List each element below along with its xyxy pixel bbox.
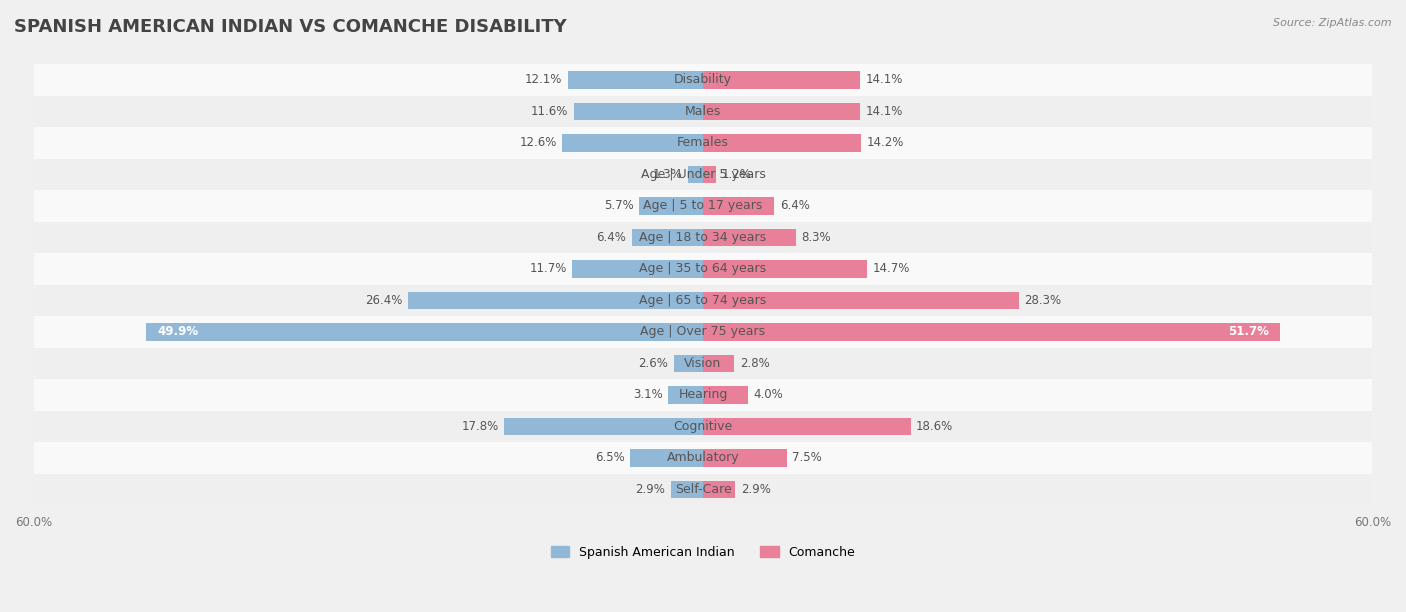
Bar — [34, 316, 1372, 348]
Text: 14.7%: 14.7% — [873, 263, 910, 275]
Text: Age | 18 to 34 years: Age | 18 to 34 years — [640, 231, 766, 244]
Text: Age | 65 to 74 years: Age | 65 to 74 years — [640, 294, 766, 307]
Bar — [34, 474, 1372, 505]
Text: 2.6%: 2.6% — [638, 357, 668, 370]
Bar — [146, 323, 703, 340]
Text: 7.5%: 7.5% — [792, 451, 823, 465]
Text: 11.7%: 11.7% — [530, 263, 567, 275]
Text: 51.7%: 51.7% — [1227, 326, 1268, 338]
Bar — [703, 197, 775, 215]
Bar — [34, 95, 1372, 127]
Bar — [703, 292, 1019, 309]
Text: 2.9%: 2.9% — [636, 483, 665, 496]
Bar — [34, 64, 1372, 95]
Bar — [703, 355, 734, 372]
Text: 49.9%: 49.9% — [157, 326, 198, 338]
Bar — [673, 355, 703, 372]
Text: 28.3%: 28.3% — [1025, 294, 1062, 307]
Bar — [34, 159, 1372, 190]
Bar — [703, 480, 735, 498]
Bar — [668, 386, 703, 403]
Bar — [671, 480, 703, 498]
Text: Self-Care: Self-Care — [675, 483, 731, 496]
Bar — [689, 166, 703, 183]
Bar — [34, 442, 1372, 474]
Bar — [34, 222, 1372, 253]
Text: 2.9%: 2.9% — [741, 483, 770, 496]
Bar — [703, 166, 717, 183]
Bar — [34, 285, 1372, 316]
Bar — [34, 348, 1372, 379]
Text: 26.4%: 26.4% — [366, 294, 404, 307]
Text: 2.8%: 2.8% — [740, 357, 769, 370]
Bar — [34, 253, 1372, 285]
Text: Age | Under 5 years: Age | Under 5 years — [641, 168, 765, 181]
Bar — [562, 134, 703, 152]
Bar — [574, 103, 703, 120]
Bar — [703, 71, 860, 89]
Text: 17.8%: 17.8% — [461, 420, 499, 433]
Bar — [34, 127, 1372, 159]
Text: 12.6%: 12.6% — [519, 136, 557, 149]
Text: 18.6%: 18.6% — [917, 420, 953, 433]
Text: SPANISH AMERICAN INDIAN VS COMANCHE DISABILITY: SPANISH AMERICAN INDIAN VS COMANCHE DISA… — [14, 18, 567, 36]
Text: Females: Females — [678, 136, 728, 149]
Bar — [640, 197, 703, 215]
Text: Males: Males — [685, 105, 721, 118]
Bar — [631, 229, 703, 246]
Text: Source: ZipAtlas.com: Source: ZipAtlas.com — [1274, 18, 1392, 28]
Text: 12.1%: 12.1% — [524, 73, 562, 86]
Text: Ambulatory: Ambulatory — [666, 451, 740, 465]
Bar — [34, 190, 1372, 222]
Bar — [703, 449, 787, 466]
Text: 5.7%: 5.7% — [605, 200, 634, 212]
Text: 14.2%: 14.2% — [868, 136, 904, 149]
Bar — [34, 411, 1372, 442]
Text: Hearing: Hearing — [678, 389, 728, 401]
Bar — [703, 229, 796, 246]
Text: 14.1%: 14.1% — [866, 105, 903, 118]
Bar — [34, 379, 1372, 411]
Text: 6.4%: 6.4% — [596, 231, 626, 244]
Bar — [703, 323, 1279, 340]
Bar — [703, 134, 862, 152]
Bar — [703, 260, 868, 277]
Bar — [568, 71, 703, 89]
Text: 11.6%: 11.6% — [530, 105, 568, 118]
Bar — [409, 292, 703, 309]
Text: 1.3%: 1.3% — [654, 168, 683, 181]
Bar — [572, 260, 703, 277]
Text: Disability: Disability — [673, 73, 733, 86]
Text: 3.1%: 3.1% — [633, 389, 662, 401]
Bar — [630, 449, 703, 466]
Text: 14.1%: 14.1% — [866, 73, 903, 86]
Bar — [703, 417, 911, 435]
Text: Cognitive: Cognitive — [673, 420, 733, 433]
Text: 6.5%: 6.5% — [595, 451, 624, 465]
Text: 1.2%: 1.2% — [721, 168, 752, 181]
Bar — [505, 417, 703, 435]
Bar — [703, 103, 860, 120]
Legend: Spanish American Indian, Comanche: Spanish American Indian, Comanche — [546, 541, 860, 564]
Text: Age | 35 to 64 years: Age | 35 to 64 years — [640, 263, 766, 275]
Text: 6.4%: 6.4% — [780, 200, 810, 212]
Text: 4.0%: 4.0% — [754, 389, 783, 401]
Text: Vision: Vision — [685, 357, 721, 370]
Text: 8.3%: 8.3% — [801, 231, 831, 244]
Bar — [703, 386, 748, 403]
Text: Age | Over 75 years: Age | Over 75 years — [641, 326, 765, 338]
Text: Age | 5 to 17 years: Age | 5 to 17 years — [644, 200, 762, 212]
